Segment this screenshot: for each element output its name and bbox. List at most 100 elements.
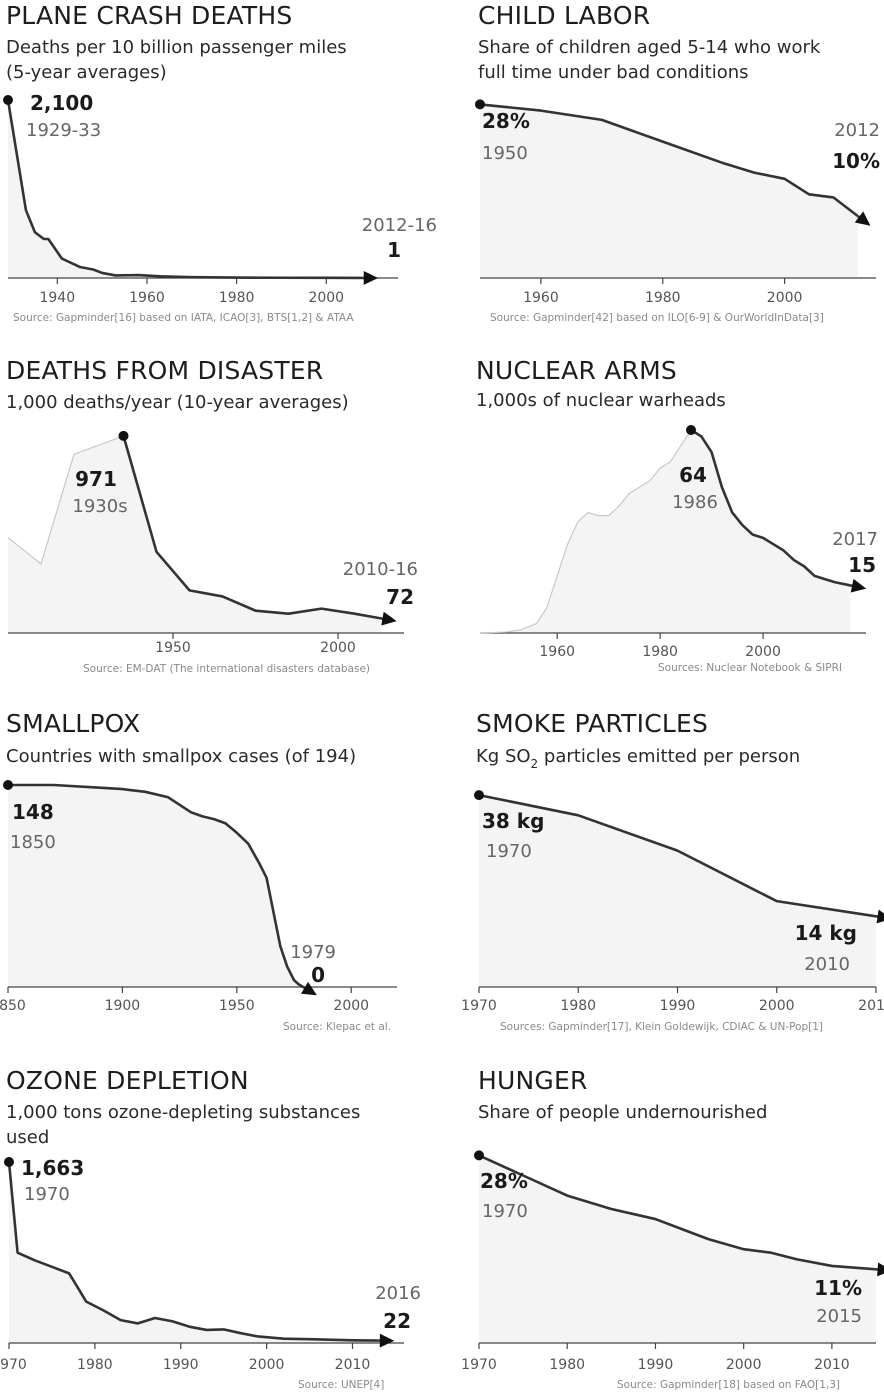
x-tick-label: 1970: [0, 1357, 27, 1373]
chart-source: Source: Gapminder[42] based on ILO[6-9] …: [490, 312, 824, 324]
start-period-label: 1986: [672, 492, 718, 513]
end-arrow: [381, 611, 397, 626]
x-tick-label: 1990: [660, 998, 696, 1014]
chart-title: SMOKE PARTICLES: [476, 709, 708, 738]
end-value-label: 14 kg: [795, 921, 857, 945]
x-tick-label: 1940: [39, 290, 75, 306]
chart-title: DEATHS FROM DISASTER: [6, 356, 323, 385]
chart-panel-5: SMALLPOX Countries with smallpox cases (o…: [0, 709, 397, 1033]
start-period-label: 1970: [24, 1184, 70, 1205]
x-tick-label: 1960: [129, 290, 165, 306]
end-arrow: [300, 981, 317, 996]
chart-title: PLANE CRASH DEATHS: [6, 1, 292, 30]
chart-source: Source: Gapminder[18] based on FAO[1,3]: [617, 1379, 840, 1391]
x-tick-label: 1980: [560, 998, 596, 1014]
chart-source: Source: Klepac et al.: [283, 1021, 391, 1033]
x-tick-label: 2010: [858, 998, 884, 1014]
series-line: [478, 1154, 877, 1271]
start-point: [475, 99, 485, 110]
x-tick-label: 1980: [77, 1357, 113, 1373]
end-period-label: 2010: [804, 954, 850, 975]
chart-subtitle-line: Share of children aged 5-14 who work: [478, 37, 821, 58]
area-fill: [480, 104, 858, 279]
start-period-label: 1929-33: [26, 120, 101, 141]
x-tick-label: 2000: [249, 1357, 285, 1373]
chart-subtitle-line: used: [6, 1127, 49, 1148]
series-line: [122, 435, 382, 620]
chart-title: HUNGER: [478, 1066, 588, 1095]
series-line: [8, 783, 304, 989]
chart-panel-8: HUNGER Share of people undernourished 1970…: [461, 1066, 884, 1391]
chart-title: CHILD LABOR: [478, 1, 650, 30]
x-tick-label: 1970: [461, 1357, 497, 1373]
start-point: [3, 95, 13, 105]
x-tick-label: 1980: [642, 644, 678, 660]
x-tick-label: 2000: [333, 998, 369, 1014]
end-period-label: 2012-16: [362, 215, 437, 236]
start-point: [4, 1157, 14, 1168]
chart-subtitle: Kg SO2 particles emitted per person: [476, 746, 800, 771]
end-arrow: [854, 211, 871, 226]
x-tick-label: 2000: [726, 1357, 762, 1373]
series-line: [7, 1161, 379, 1342]
end-value-label: 1: [387, 238, 401, 262]
chart-panel-6: SMOKE PARTICLES Kg SO2 particles emitted …: [461, 709, 884, 1033]
chart-subtitle-line: 1,000s of nuclear warheads: [476, 390, 726, 411]
chart-subtitle-line: Share of people undernourished: [478, 1102, 767, 1123]
end-arrow: [379, 1333, 395, 1348]
subtitle-part: Kg SO: [476, 746, 531, 767]
start-period-label: 1850: [10, 832, 56, 853]
start-period-label: 1930s: [72, 496, 127, 517]
start-value-label: 64: [679, 463, 707, 487]
chart-subtitle-line: (5-year averages): [6, 62, 167, 83]
chart-panel-7: OZONE DEPLETION 1,000 tons ozone-depletin…: [0, 1066, 421, 1391]
start-value-label: 28%: [482, 109, 530, 133]
area-fill: [8, 785, 304, 987]
x-tick-label: 1950: [219, 998, 255, 1014]
x-tick-label: 2000: [745, 644, 781, 660]
start-value-label: 148: [12, 800, 54, 824]
chart-source: Source: UNEP[4]: [298, 1379, 384, 1391]
chart-panel-1: PLANE CRASH DEATHS Deaths per 10 billion …: [3, 1, 437, 324]
end-period-label: 2015: [816, 1306, 862, 1327]
x-tick-label: 1960: [539, 644, 575, 660]
subtitle-subscript: 2: [531, 757, 539, 771]
chart-subtitle-line: Countries with smallpox cases (of 194): [6, 746, 356, 767]
chart-title: NUCLEAR ARMS: [476, 356, 677, 385]
x-tick-label: 1990: [163, 1357, 199, 1373]
area-fill: [8, 100, 363, 278]
x-tick-label: 1980: [549, 1357, 585, 1373]
chart-panel-3: DEATHS FROM DISASTER 1,000 deaths/year (1…: [6, 356, 418, 675]
end-period-label: 2016: [375, 1283, 421, 1304]
start-period-label: 1950: [482, 143, 528, 164]
end-arrow: [363, 270, 379, 285]
end-value-label: 15: [848, 553, 876, 577]
end-period-label: 1979: [290, 942, 336, 963]
start-value-label: 1,663: [21, 1156, 84, 1180]
x-tick-label: 2000: [320, 640, 356, 656]
series-line-faint: [7, 435, 124, 566]
end-period-label: 2017: [832, 529, 878, 550]
x-tick-label: 2000: [308, 290, 344, 306]
area-fill: [8, 435, 381, 633]
chart-title: SMALLPOX: [6, 709, 140, 738]
x-tick-label: 2010: [335, 1357, 371, 1373]
chart-title: OZONE DEPLETION: [6, 1066, 249, 1095]
x-tick-label: 1950: [155, 640, 191, 656]
start-point: [118, 430, 129, 441]
series-line: [478, 793, 877, 918]
x-tick-label: 1990: [638, 1357, 674, 1373]
start-period-label: 1970: [486, 841, 532, 862]
start-point: [3, 780, 13, 790]
chart-subtitle-line: 1,000 deaths/year (10-year averages): [6, 392, 349, 413]
end-value-label: 11%: [814, 1276, 862, 1300]
end-value-label: 22: [383, 1309, 411, 1333]
series-line-faint: [479, 429, 692, 634]
end-value-label: 72: [386, 585, 414, 609]
start-point: [474, 790, 484, 801]
series-line: [479, 103, 859, 218]
chart-panel-2: CHILD LABOR Share of children aged 5-14 w…: [475, 1, 880, 324]
area-fill: [480, 430, 851, 633]
end-arrow: [876, 909, 884, 924]
